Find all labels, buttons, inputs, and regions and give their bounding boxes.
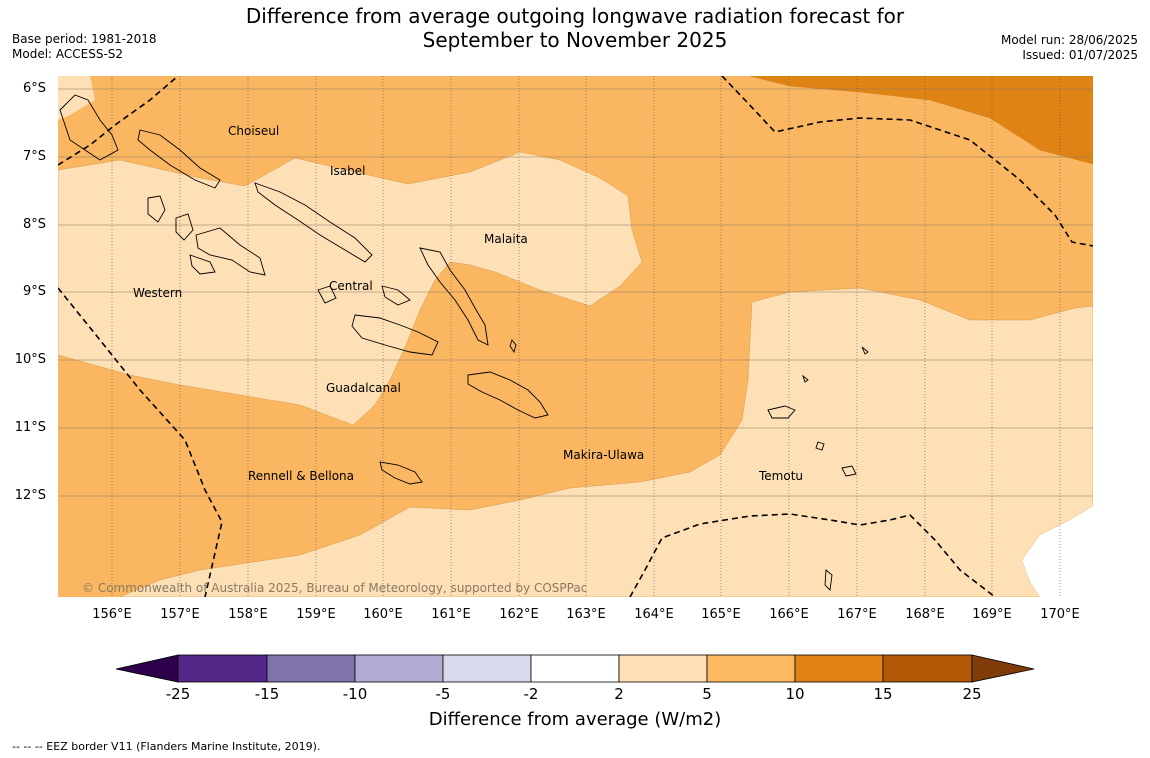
colorbar-bin: [177, 654, 268, 683]
colorbar-bin: [706, 654, 796, 683]
map-title: Difference from average outgoing longwav…: [0, 4, 1150, 52]
title-line-2: September to November 2025: [422, 28, 728, 52]
colorbar-tick: 15: [873, 685, 893, 703]
colorbar-tick: 25: [962, 685, 982, 703]
colorbar-extend-max: [971, 654, 1035, 683]
place-label-makira-ulawa: Makira-Ulawa: [563, 448, 645, 462]
eez-footnote: -- -- -- EEZ border V11 (Flanders Marine…: [12, 740, 321, 753]
place-label-western: Western: [133, 286, 183, 300]
colorbar-bin: [882, 654, 973, 683]
lon-label: 168°E: [905, 607, 945, 622]
colorbar-bin: [354, 654, 444, 683]
lat-label: 10°S: [14, 352, 46, 367]
eez-borders: [58, 76, 1093, 597]
base-period: Base period: 1981-2018: [12, 32, 157, 46]
map-canvas: [58, 76, 1093, 597]
colorbar-title: Difference from average (W/m2): [428, 709, 722, 730]
lon-label: 167°E: [837, 607, 877, 622]
anomaly-neutral-region: [1022, 506, 1093, 597]
colorbar-bin: [442, 654, 532, 683]
lon-label: 161°E: [431, 607, 471, 622]
lon-label: 158°E: [228, 607, 268, 622]
lon-label: 170°E: [1040, 607, 1080, 622]
colorbar-tick: 2: [614, 685, 624, 703]
colorbar-tick: -15: [254, 685, 280, 703]
meta-right: Model run: 28/06/2025 Issued: 01/07/2025: [1001, 33, 1138, 63]
place-label-choiseul: Choiseul: [228, 124, 280, 138]
colorbar: [115, 654, 1035, 683]
anomaly-10-15-region: [749, 76, 1093, 165]
lon-label: 157°E: [160, 607, 200, 622]
lat-label: 9°S: [22, 284, 46, 299]
model-name: Model: ACCESS-S2: [12, 47, 124, 61]
lat-label: 7°S: [22, 149, 46, 164]
lon-label: 169°E: [972, 607, 1012, 622]
lon-label: 166°E: [769, 607, 809, 622]
lat-label: 6°S: [22, 81, 46, 96]
colorbar-tick: 5: [702, 685, 712, 703]
place-label-central: Central: [329, 279, 373, 293]
anomaly-2-5-region-west: [58, 151, 643, 426]
colorbar-bin: [266, 654, 356, 683]
lon-label: 163°E: [566, 607, 606, 622]
lat-label: 12°S: [14, 488, 46, 503]
place-label-temotu: Temotu: [759, 469, 804, 483]
colorbar-bin: [530, 654, 620, 683]
meta-left: Base period: 1981-2018 Model: ACCESS-S2: [12, 32, 157, 62]
colorbar-tick: 10: [785, 685, 805, 703]
title-line-1: Difference from average outgoing longwav…: [245, 4, 905, 28]
place-label-rennell-bellona: Rennell & Bellona: [248, 469, 355, 483]
copyright-notice: © Commonwealth of Australia 2025, Bureau…: [82, 581, 588, 595]
colorbar-tick: -2: [523, 685, 539, 703]
colorbar-tick: -25: [165, 685, 191, 703]
place-label-isabel: Isabel: [330, 164, 366, 178]
colorbar-bin: [794, 654, 884, 683]
colorbar-extend-min: [115, 654, 179, 683]
lon-label: 164°E: [634, 607, 674, 622]
lon-label: 165°E: [701, 607, 741, 622]
colorbar-bin: [618, 654, 708, 683]
map-gridlines: [58, 88, 1093, 497]
lon-label: 160°E: [363, 607, 403, 622]
place-label-guadalcanal: Guadalcanal: [326, 381, 401, 395]
issued-date: Issued: 01/07/2025: [1022, 48, 1138, 62]
lat-label: 8°S: [22, 217, 46, 232]
lon-label: 162°E: [499, 607, 539, 622]
lat-label: 11°S: [14, 420, 46, 435]
colorbar-tick: -5: [435, 685, 451, 703]
place-label-malaita: Malaita: [484, 232, 528, 246]
island-outlines: [59, 94, 869, 591]
lon-label: 159°E: [296, 607, 336, 622]
model-run: Model run: 28/06/2025: [1000, 33, 1138, 47]
colorbar-tick: -10: [342, 685, 368, 703]
lon-label: 156°E: [92, 607, 132, 622]
